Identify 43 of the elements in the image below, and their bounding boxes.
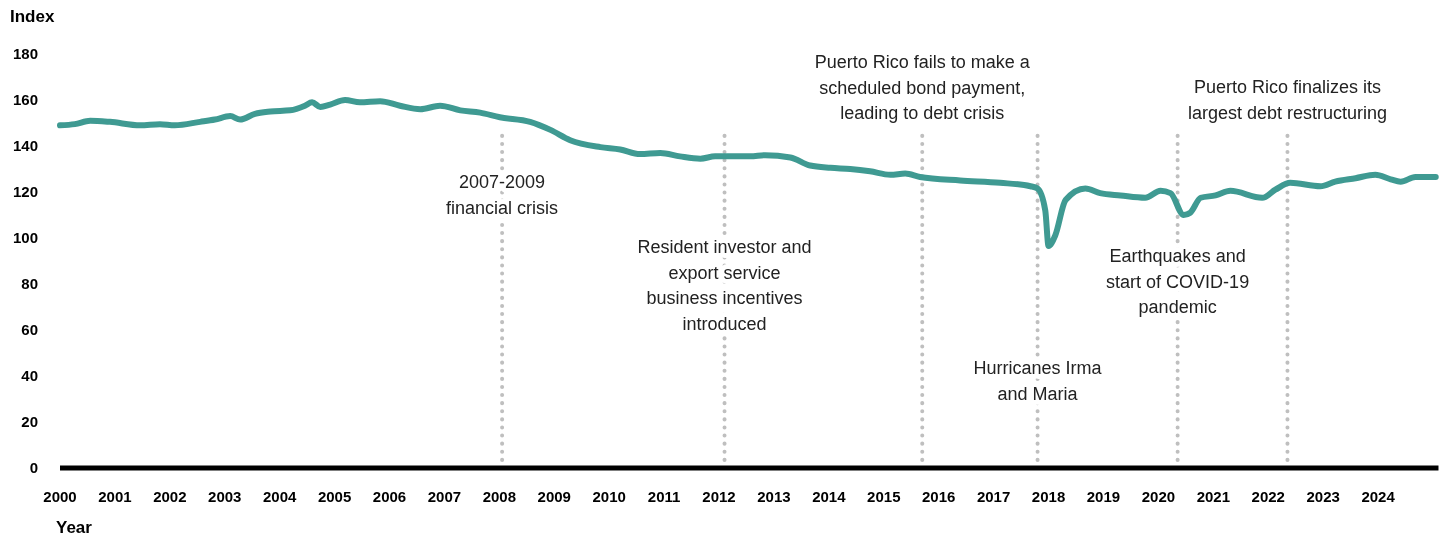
x-tick-label: 2007	[427, 488, 462, 505]
ref-line-label: Puerto Rico fails to make a scheduled bond payment, leading to debt crisis	[814, 52, 1031, 123]
x-tick-label: 2009	[537, 488, 571, 505]
y-tick-label: 120	[12, 183, 38, 200]
x-tick-label: 2015	[867, 488, 901, 505]
x-tick-label: 2017	[976, 488, 1011, 505]
x-tick-label: 2023	[1306, 488, 1340, 505]
x-tick-label: 2024	[1361, 488, 1396, 505]
x-tick-label: 2021	[1196, 488, 1231, 505]
y-tick-label: 20	[21, 413, 38, 430]
ref-line-label: Puerto Rico finalizes its largest debt restructuring	[1187, 77, 1388, 123]
x-tick-label: 2004	[262, 488, 298, 505]
x-tick-label: 2011	[647, 488, 681, 505]
y-tick-label: 180	[12, 45, 38, 62]
y-tick-label: 40	[21, 367, 38, 384]
x-tick-label: 2020	[1141, 488, 1176, 505]
x-tick-label: 2000	[43, 488, 77, 505]
y-tick-label: 140	[12, 137, 38, 154]
y-tick-label: 60	[21, 321, 38, 338]
x-tick-label: 2005	[317, 488, 352, 505]
x-tick-label: 2012	[702, 488, 736, 505]
x-tick-label: 2002	[153, 488, 187, 505]
x-tick-label: 2016	[922, 488, 956, 505]
x-tick-label: 2018	[1031, 488, 1066, 505]
ref-line-label: 2007-2009 financial crisis	[446, 172, 559, 218]
y-tick-label: 160	[12, 91, 38, 108]
ref-line-label: Hurricanes Irma and Maria	[973, 358, 1103, 404]
y-tick-label: 80	[21, 275, 38, 292]
x-tick-label: 2013	[757, 488, 791, 505]
y-tick-label: 0	[29, 459, 38, 476]
x-tick-label: 2014	[812, 488, 847, 505]
x-tick-label: 2019	[1086, 488, 1121, 505]
x-tick-label: 2003	[208, 488, 242, 505]
x-tick-label: 2008	[482, 488, 517, 505]
x-tick-label: 2006	[372, 488, 407, 505]
ref-line-label: Earthquakes and start of COVID-19 pandemic	[1106, 246, 1250, 317]
x-axis-title: Year	[56, 518, 93, 537]
ref-line-label: Resident investor and export service business incentives introduced	[637, 237, 812, 334]
x-tick-label: 2010	[592, 488, 626, 505]
x-tick-label: 2001	[98, 488, 132, 505]
y-tick-label: 100	[12, 229, 38, 246]
y-axis-title: Index	[10, 7, 55, 26]
x-tick-label: 2022	[1251, 488, 1285, 505]
